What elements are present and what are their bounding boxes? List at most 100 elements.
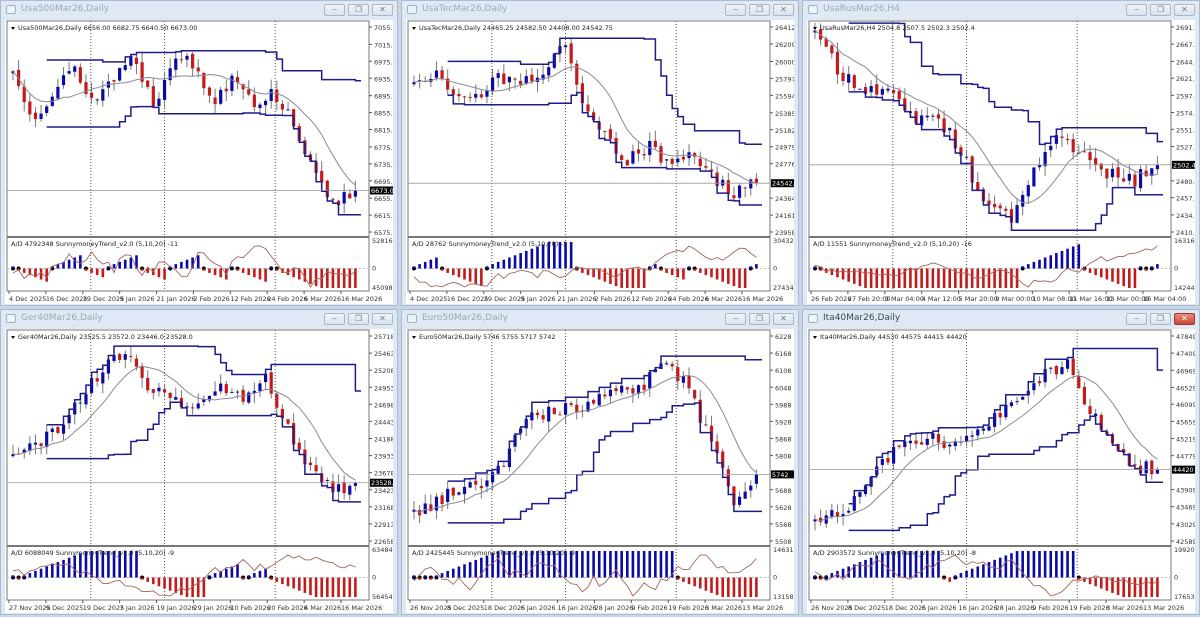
indicator-label: A/D 28762 SunnymoneyTrend_v2.0 (5,10,20)…: [412, 240, 567, 248]
restore-button[interactable]: ❐: [348, 4, 369, 16]
window-titlebar[interactable]: UsaTecMar26,Daily ‒ ❐ ✕: [402, 1, 798, 19]
candle: [1088, 144, 1092, 170]
chart-area[interactable]: 47849 47409 46969 46529 46099 45659 45219 44779…: [807, 329, 1200, 613]
minimize-button[interactable]: ‒: [1126, 4, 1147, 16]
candle: [914, 433, 918, 449]
histogram-bar: [1066, 248, 1069, 269]
histogram-bar: [1099, 577, 1103, 589]
chart-window[interactable]: UsaTecMar26,Daily ‒ ❐ ✕ 26412.50 26209.55…: [401, 0, 806, 306]
restore-button[interactable]: ❐: [348, 313, 369, 325]
histogram-bar: [530, 551, 534, 578]
candle: [451, 487, 455, 500]
histogram-bar: [620, 551, 623, 578]
histogram-bar: [412, 575, 416, 578]
minimize-button[interactable]: ‒: [725, 313, 746, 325]
time-axis-label: 18 Dec 2025: [885, 604, 927, 612]
restore-button[interactable]: ❐: [1150, 4, 1171, 16]
histogram-bar: [11, 266, 15, 269]
candle: [423, 494, 427, 514]
window-titlebar[interactable]: Euro50Mar26,Daily ‒ ❐ ✕: [402, 310, 798, 328]
channel-upper-line: [46, 50, 361, 82]
price-axis-label: 2551.0: [1176, 126, 1195, 134]
candle: [1122, 168, 1126, 183]
close-button[interactable]: ✕: [1174, 313, 1195, 325]
restore-button[interactable]: ❐: [1150, 313, 1171, 325]
indicator-axis-label: 1315895: [773, 593, 794, 601]
histogram-bar: [1060, 250, 1064, 269]
candle: [286, 418, 290, 426]
histogram-bar: [841, 568, 845, 578]
restore-button[interactable]: ❐: [749, 4, 770, 16]
price-axis-label: 2691.0: [1176, 24, 1195, 32]
histogram-bar: [1105, 577, 1109, 591]
price-axis-label: 5628: [775, 504, 792, 512]
chart-window[interactable]: Ita40Mar26,Daily ‒ ❐ ✕ 47849 47409 46969 46…: [802, 309, 1200, 615]
histogram-bar: [609, 268, 612, 284]
histogram-bar: [28, 573, 32, 578]
price-axis-label: 43029: [1176, 521, 1195, 529]
candle: [1060, 361, 1064, 375]
candle: [636, 141, 641, 162]
histogram-bar: [693, 577, 696, 587]
window-titlebar[interactable]: Ita40Mar26,Daily ‒ ❐ ✕: [803, 310, 1199, 328]
chart-window[interactable]: UsaRusMar26,H4 ‒ ❐ ✕ 2691.02667.52644.02…: [802, 0, 1200, 306]
window-titlebar[interactable]: Usa500Mar26,Daily ‒ ❐ ✕: [1, 1, 397, 19]
close-button[interactable]: ✕: [773, 313, 794, 325]
minimize-button[interactable]: ‒: [1126, 313, 1147, 325]
candle: [45, 104, 49, 117]
histogram-bar: [79, 553, 82, 578]
candle: [348, 484, 352, 501]
chart-canvas[interactable]: 6228 6168 6108 6048 5988 5928 5868 5808 5688 5628…: [406, 329, 802, 613]
candle: [852, 73, 856, 91]
candle: [1094, 148, 1098, 172]
chart-window[interactable]: Ger40Mar26,Daily ‒ ❐ ✕ 25718.5 25463.5 252…: [0, 309, 401, 615]
window-titlebar[interactable]: UsaRusMar26,H4 ‒ ❐ ✕: [803, 1, 1199, 19]
histogram-bar: [22, 575, 26, 578]
candle: [698, 151, 702, 172]
candle: [754, 469, 758, 489]
price-axis-label: 6735.40: [374, 161, 393, 169]
window-titlebar[interactable]: Ger40Mar26,Daily ‒ ❐ ✕: [1, 310, 397, 328]
candle: [925, 432, 929, 449]
minimize-button[interactable]: ‒: [324, 313, 345, 325]
restore-button[interactable]: ❐: [749, 313, 770, 325]
histogram-bar: [581, 268, 584, 273]
minimize-button[interactable]: ‒: [324, 4, 345, 16]
candle: [123, 350, 127, 369]
chart-canvas[interactable]: 25718.5 25463.5 25208.5 24953.5 24698.5 24443…: [5, 329, 401, 613]
candle: [631, 384, 635, 404]
price-axis-label: 6775.00: [374, 144, 393, 152]
candle: [575, 59, 579, 93]
chart-area[interactable]: 2691.0 2667.5 2644.0 2621.0 2597.5 2574.0 2551…: [807, 20, 1200, 304]
chart-canvas[interactable]: 26412.50 26209.55 26000.45 25797.50 25594.55…: [406, 20, 806, 304]
histogram-bar: [864, 559, 867, 578]
histogram-bar: [236, 268, 239, 271]
close-button[interactable]: ✕: [372, 4, 393, 16]
candlestick-series: [412, 356, 758, 523]
candle: [659, 143, 663, 166]
chart-window[interactable]: Usa500Mar26,Daily ‒ ❐ ✕ 7055.80 7015.00 69…: [0, 0, 401, 306]
chart-area[interactable]: 6228 6168 6108 6048 5988 5928 5868 5808 5688 5628…: [406, 329, 802, 613]
minimize-button[interactable]: ‒: [725, 4, 746, 16]
histogram-bar: [654, 551, 657, 578]
price-axis-label: 5508: [775, 538, 792, 546]
chart-area[interactable]: 26412.50 26209.55 26000.45 25797.50 25594.55…: [406, 20, 806, 304]
histogram-bar: [732, 577, 736, 597]
histogram-bar: [1088, 268, 1092, 273]
time-axis-label: 9 Jan 2026: [521, 295, 556, 303]
chart-canvas[interactable]: 2691.0 2667.5 2644.0 2621.0 2597.5 2574.0 2551…: [807, 20, 1200, 304]
histogram-bar: [704, 577, 708, 591]
close-button[interactable]: ✕: [773, 4, 794, 16]
histogram-bar: [258, 268, 262, 280]
moving-average-line: [814, 30, 1158, 204]
chart-area[interactable]: 7055.80 7015.00 6975.40 6935.80 6895.00 6855.…: [5, 20, 401, 304]
chart-window[interactable]: Euro50Mar26,Daily ‒ ❐ ✕ 6228 6168 6108 6048…: [401, 309, 802, 615]
chart-canvas[interactable]: 47849 47409 46969 46529 46099 45659 45219 44779…: [807, 329, 1200, 613]
chart-canvas[interactable]: 7055.80 7015.00 6975.40 6935.80 6895.00 6855.…: [5, 20, 401, 304]
close-button[interactable]: ✕: [1174, 4, 1195, 16]
histogram-bar: [881, 268, 884, 288]
collapse-triangle-icon: [412, 27, 416, 30]
histogram-bar: [1010, 553, 1013, 578]
close-button[interactable]: ✕: [372, 313, 393, 325]
chart-area[interactable]: 25718.5 25463.5 25208.5 24953.5 24698.5 24443…: [5, 329, 401, 613]
